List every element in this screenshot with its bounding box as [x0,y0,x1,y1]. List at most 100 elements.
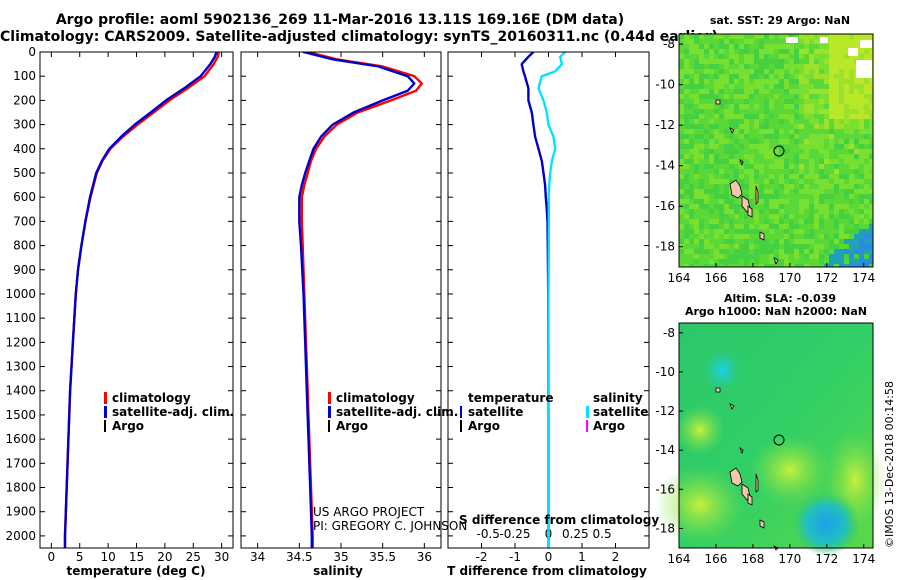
sst-cell [764,149,769,154]
sst-cell [799,159,804,164]
sst-cell [744,254,749,259]
sst-cell [864,139,869,144]
sst-cell [814,34,819,39]
imos-stamp: ©IMOS 13-Dec-2018 00:14:58 [883,381,896,548]
sst-cell [724,239,729,244]
y-tick-label: 1900 [5,505,36,519]
sst-cell [759,74,764,79]
sst-cell [749,104,754,109]
sst-cell [684,64,689,69]
sst-cell [824,44,829,49]
sst-cell [849,229,854,234]
sst-cell [859,194,864,199]
sst-cell [739,209,744,214]
sst-cell [864,89,869,94]
sst-cell [734,109,739,114]
map-y-tick-label: -18 [655,240,675,254]
y-tick-label: 200 [13,93,36,107]
sst-cell [684,224,689,229]
sst-cell [839,249,844,254]
sst-cell [819,59,824,64]
sst-cell [694,74,699,79]
sst-cell [799,104,804,109]
sst-cell [834,199,839,204]
sst-cell [769,129,774,134]
legend-swatch-t-satellite [460,406,462,418]
sst-nodata-cell [820,37,828,43]
sst-cell [864,124,869,129]
sst-cell [739,214,744,219]
sst-cell [779,204,784,209]
sst-cell [799,94,804,99]
sst-cell [729,244,734,249]
sst-cell [819,114,824,119]
sst-cell [759,159,764,164]
sst-cell [809,234,814,239]
sst-cell [869,259,873,264]
sst-cell [824,229,829,234]
sst-cell [739,199,744,204]
sst-cell [744,149,749,154]
sst-cell [689,64,694,69]
sst-cell [809,49,814,54]
map-x-tick-label: 166 [704,271,727,285]
sst-cell [769,139,774,144]
sst-cell [869,49,873,54]
sst-cell [829,244,834,249]
sst-cell [809,149,814,154]
sst-cell [719,259,724,264]
sst-cell [834,194,839,199]
sst-cell [689,49,694,54]
sst-cell [774,254,779,259]
sst-cell [844,44,849,49]
sst-cell [764,124,769,129]
sst-cell [749,234,754,239]
sst-cell [869,254,873,259]
sst-cell [869,264,873,267]
sst-cell [854,104,859,109]
sst-cell [834,154,839,159]
sst-cell [734,234,739,239]
sst-cell [834,79,839,84]
sst-cell [854,229,859,234]
sst-cell [784,59,789,64]
sst-cell [839,49,844,54]
sst-cell [679,214,684,219]
sst-cell [744,114,749,119]
sst-cell [694,254,699,259]
sst-cell [754,169,759,174]
sst-cell [704,54,709,59]
sst-cell [684,84,689,89]
sst-cell [804,254,809,259]
sst-cell [734,214,739,219]
sst-cell [709,179,714,184]
sst-cell [839,244,844,249]
y-tick-label: 500 [13,166,36,180]
sst-cell [774,164,779,169]
temperature-frame [39,51,234,549]
sst-cell [824,64,829,69]
sst-cell [839,224,844,229]
sst-cell [764,49,769,54]
sst-cell [824,259,829,264]
sst-cell [719,79,724,84]
sst-cell [719,209,724,214]
sst-cell [814,159,819,164]
y-tick-label: 1700 [5,456,36,470]
sst-cell [839,149,844,154]
sst-cell [699,49,704,54]
sst-cell [734,69,739,74]
sst-cell [814,94,819,99]
sst-cell [709,224,714,229]
sst-cell [744,69,749,74]
sst-cell [779,84,784,89]
sst-cell [799,204,804,209]
sst-cell [729,194,734,199]
sst-cell [684,124,689,129]
sst-cell [869,204,873,209]
sst-cell [714,104,719,109]
sst-cell [784,154,789,159]
sst-cell [734,229,739,234]
sst-cell [799,244,804,249]
sst-cell [699,64,704,69]
